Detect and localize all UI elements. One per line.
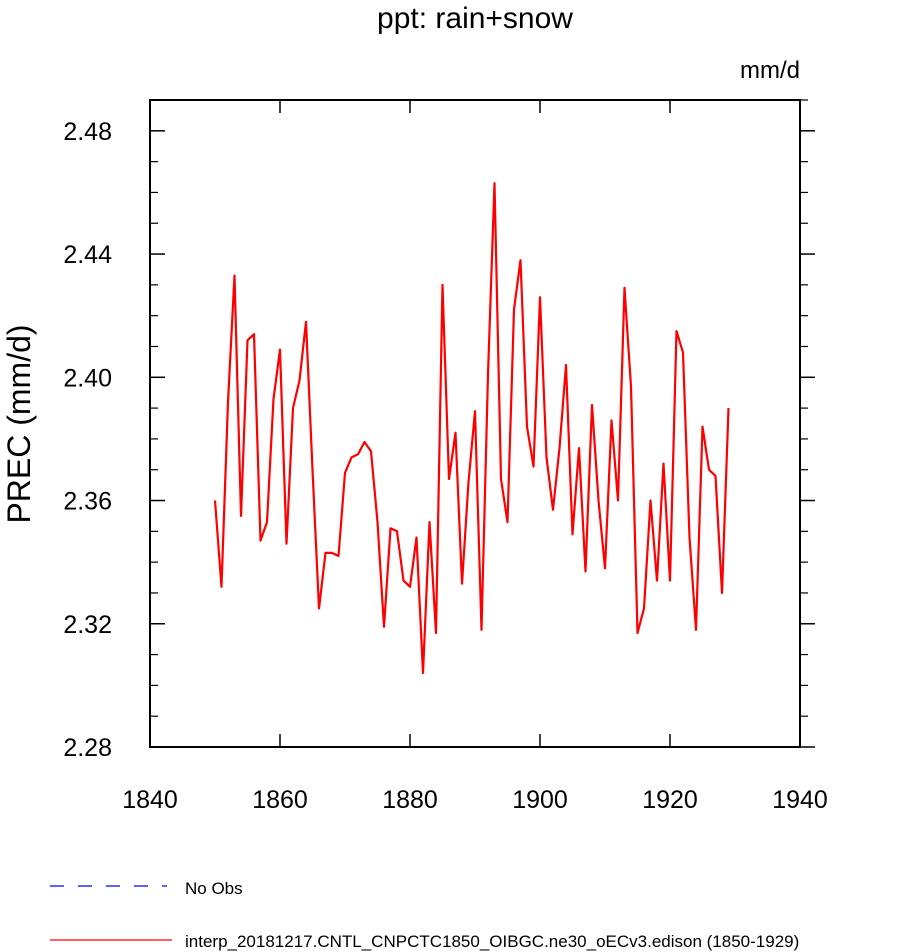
y-axis: 2.28 2.32 2.36 2.40 2.44 2.48 <box>63 99 815 762</box>
x-tick-label: 1860 <box>252 786 308 814</box>
x-tick-label: 1920 <box>642 786 698 814</box>
y-tick-label: 2.44 <box>63 241 112 269</box>
y-tick-label: 2.32 <box>63 611 112 639</box>
y-tick-label: 2.48 <box>63 118 112 146</box>
y-axis-label: PREC (mm/d) <box>1 324 37 523</box>
y-tick-label: 2.36 <box>63 488 112 516</box>
units-label: mm/d <box>740 57 800 84</box>
x-tick-label: 1840 <box>122 786 178 814</box>
chart-title: ppt: rain+snow <box>377 2 573 35</box>
x-tick-label: 1940 <box>772 786 828 814</box>
x-axis: 1840 1860 1880 1900 1920 1940 <box>122 100 828 814</box>
legend-label-no-obs: No Obs <box>185 879 243 898</box>
series-line <box>213 182 730 675</box>
x-tick-label: 1880 <box>382 786 438 814</box>
series-layer <box>213 182 730 675</box>
legend-label-model: interp_20181217.CNTL_CNPCTC1850_OIBGC.ne… <box>185 932 799 951</box>
y-tick-label: 2.28 <box>63 734 112 762</box>
plot-frame <box>149 99 801 748</box>
x-tick-label: 1900 <box>512 786 568 814</box>
y-tick-label: 2.40 <box>63 364 112 392</box>
